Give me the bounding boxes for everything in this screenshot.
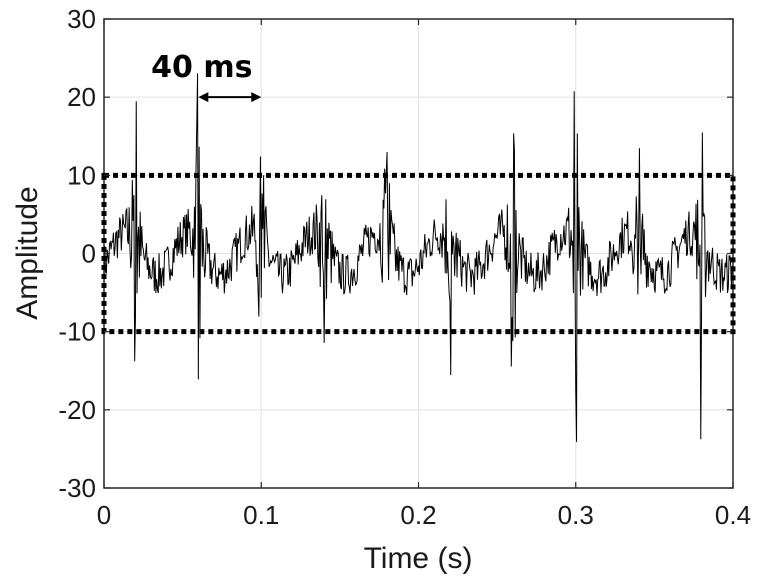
x-tick-label: 0.1 bbox=[243, 500, 279, 530]
signal-series bbox=[103, 73, 734, 443]
x-tick-label: 0 bbox=[97, 500, 111, 530]
threshold-band bbox=[101, 172, 736, 335]
y-tick-label: 0 bbox=[82, 239, 96, 269]
arrowhead-right bbox=[251, 92, 262, 103]
y-tick-label: -10 bbox=[58, 317, 96, 347]
axis-ticks: 0 0.1 0.2 0.3 0.4 -30 -20 -10 0 10 20 30 bbox=[58, 4, 751, 530]
period-annotation-label: 40 ms bbox=[151, 50, 252, 85]
period-annotation: 40 ms bbox=[151, 50, 262, 103]
y-tick-label: 30 bbox=[67, 4, 96, 34]
y-tick-label: 20 bbox=[67, 82, 96, 112]
y-tick-label: -30 bbox=[58, 473, 96, 503]
y-tick-label: -20 bbox=[58, 395, 96, 425]
y-tick-label: 10 bbox=[67, 160, 96, 190]
x-tick-label: 0.4 bbox=[715, 500, 751, 530]
x-tick-label: 0.2 bbox=[400, 500, 436, 530]
x-tick-label: 0.3 bbox=[558, 500, 594, 530]
x-axis-title: Time (s) bbox=[364, 542, 473, 575]
arrowhead-left bbox=[198, 92, 209, 103]
signal-line bbox=[103, 73, 734, 443]
y-axis-title: Amplitude bbox=[11, 186, 44, 319]
